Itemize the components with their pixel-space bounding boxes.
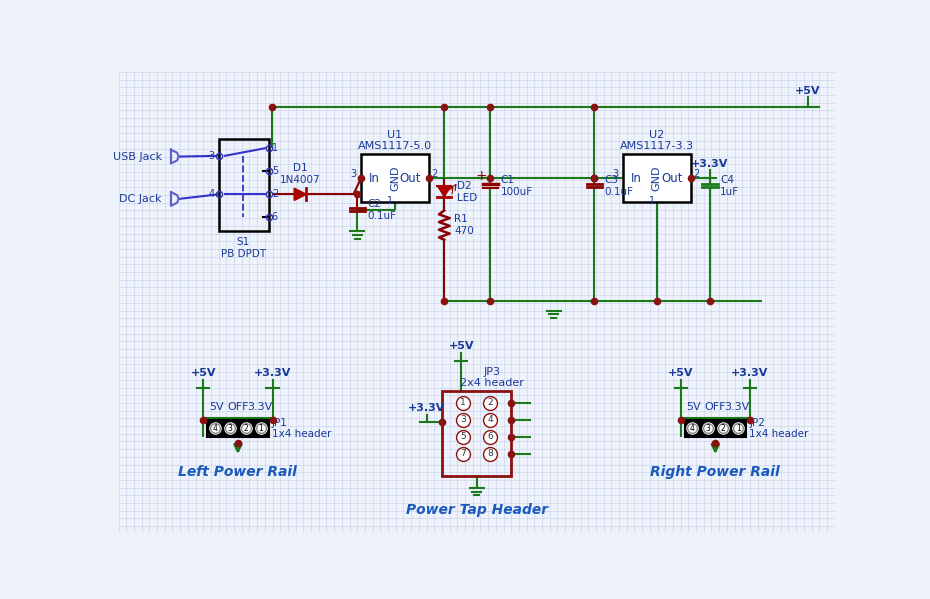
Text: D1
1N4007: D1 1N4007	[280, 164, 321, 185]
Text: 1: 1	[460, 398, 466, 407]
Text: +3.3V: +3.3V	[691, 159, 728, 169]
Text: In: In	[631, 172, 642, 184]
Text: 1: 1	[387, 196, 393, 206]
Text: 3: 3	[612, 168, 618, 179]
Text: +3.3V: +3.3V	[254, 368, 291, 379]
Text: C4
1uF: C4 1uF	[720, 175, 739, 196]
Text: JP1
1x4 header: JP1 1x4 header	[272, 418, 331, 439]
Text: In: In	[369, 172, 379, 184]
Text: JP3
2x4 header: JP3 2x4 header	[460, 367, 524, 388]
Text: R1
470: R1 470	[454, 214, 474, 236]
Text: Left Power Rail: Left Power Rail	[179, 465, 298, 479]
Text: 3: 3	[351, 168, 356, 179]
Text: OFF: OFF	[227, 402, 248, 412]
Text: 2: 2	[432, 168, 437, 179]
Text: 3: 3	[228, 424, 232, 433]
Polygon shape	[294, 188, 307, 201]
Bar	[684, 420, 746, 437]
Bar	[219, 139, 269, 231]
Text: U2
AMS1117-3.3: U2 AMS1117-3.3	[619, 129, 694, 151]
Text: Out: Out	[400, 172, 421, 184]
Text: 6: 6	[272, 213, 278, 222]
Text: 3: 3	[705, 424, 711, 433]
Text: USB Jack: USB Jack	[113, 152, 162, 162]
Text: 2: 2	[487, 398, 493, 407]
Text: 1: 1	[259, 424, 263, 433]
Text: C1
100uF: C1 100uF	[500, 175, 533, 196]
Text: GND: GND	[652, 165, 662, 191]
Text: Power Tap Header: Power Tap Header	[405, 503, 548, 517]
Text: 8: 8	[487, 449, 493, 458]
Text: Right Power Rail: Right Power Rail	[650, 465, 780, 479]
Text: 6: 6	[487, 432, 493, 441]
Text: 7: 7	[460, 449, 466, 458]
Bar	[442, 391, 512, 476]
Text: 4: 4	[690, 424, 695, 433]
Text: Out: Out	[661, 172, 683, 184]
Text: OFF: OFF	[705, 402, 726, 412]
Text: 1: 1	[736, 424, 741, 433]
Text: 1: 1	[272, 143, 278, 153]
Text: S1
PB DPDT: S1 PB DPDT	[220, 237, 266, 259]
Text: 3: 3	[460, 416, 466, 425]
Text: 2: 2	[693, 168, 699, 179]
Text: +3.3V: +3.3V	[731, 368, 769, 379]
Text: JP2
1x4 header: JP2 1x4 header	[750, 418, 808, 439]
Text: 5V: 5V	[209, 402, 224, 412]
Polygon shape	[437, 186, 451, 196]
Bar	[207, 420, 269, 437]
Text: +5V: +5V	[668, 368, 694, 379]
Text: 3: 3	[208, 151, 215, 161]
Text: 5V: 5V	[686, 402, 701, 412]
Text: +5V: +5V	[795, 86, 820, 96]
Text: D2
LED: D2 LED	[457, 181, 477, 203]
Text: 3.3V: 3.3V	[246, 402, 272, 412]
Bar	[361, 155, 429, 202]
Text: C2
0.1uF: C2 0.1uF	[367, 199, 396, 220]
Text: 1: 1	[649, 196, 656, 206]
Text: 5: 5	[460, 432, 466, 441]
Text: 2: 2	[244, 424, 248, 433]
Text: +: +	[475, 169, 487, 183]
Text: +5V: +5V	[191, 368, 216, 379]
Text: DC Jack: DC Jack	[119, 194, 162, 204]
Text: U1
AMS1117-5.0: U1 AMS1117-5.0	[358, 129, 432, 151]
Text: 4: 4	[487, 416, 493, 425]
Text: 4: 4	[208, 189, 215, 199]
Text: 2: 2	[272, 189, 278, 199]
Text: 5: 5	[272, 166, 278, 176]
Text: 2: 2	[721, 424, 725, 433]
Bar	[623, 155, 691, 202]
Text: C3
0.1uF: C3 0.1uF	[604, 175, 633, 196]
Text: +3.3V: +3.3V	[408, 403, 445, 413]
Text: 3.3V: 3.3V	[724, 402, 750, 412]
Text: 4: 4	[212, 424, 218, 433]
Text: GND: GND	[390, 165, 400, 191]
Text: +5V: +5V	[448, 341, 474, 352]
